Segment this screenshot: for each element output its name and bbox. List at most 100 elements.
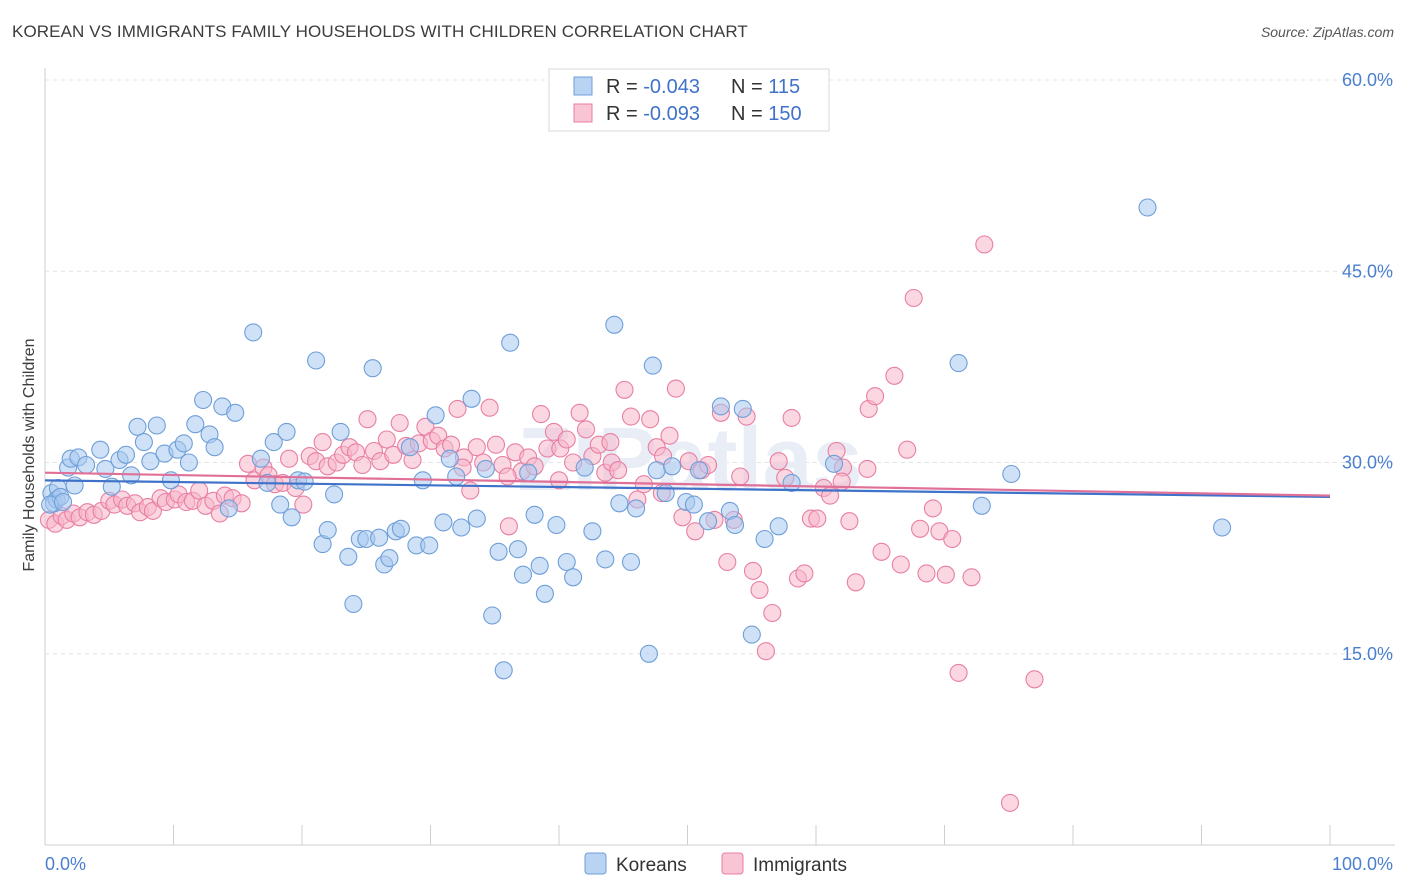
data-point-immigrants[interactable] — [743, 561, 763, 580]
data-point-koreans[interactable] — [318, 521, 337, 540]
data-point-immigrants[interactable] — [461, 481, 480, 500]
data-point-immigrants[interactable] — [975, 235, 994, 254]
data-point-koreans[interactable] — [205, 438, 224, 457]
data-point-koreans[interactable] — [949, 354, 968, 373]
data-point-koreans[interactable] — [65, 476, 84, 495]
data-point-immigrants[interactable] — [782, 408, 801, 427]
data-point-koreans[interactable] — [627, 499, 646, 518]
data-point-immigrants[interactable] — [390, 413, 409, 433]
data-point-koreans[interactable] — [277, 422, 296, 441]
data-point-immigrants[interactable] — [936, 565, 955, 584]
data-point-koreans[interactable] — [194, 390, 213, 410]
data-point-koreans[interactable] — [440, 449, 459, 468]
data-point-immigrants[interactable] — [898, 440, 917, 459]
data-point-koreans[interactable] — [575, 458, 594, 477]
data-point-koreans[interactable] — [711, 397, 730, 416]
data-point-koreans[interactable] — [684, 495, 703, 514]
data-point-koreans[interactable] — [339, 547, 358, 566]
data-point-koreans[interactable] — [179, 453, 198, 472]
data-point-koreans[interactable] — [147, 416, 166, 435]
data-point-immigrants[interactable] — [1025, 670, 1044, 689]
data-point-immigrants[interactable] — [904, 288, 923, 308]
data-point-koreans[interactable] — [610, 494, 629, 513]
data-point-immigrants[interactable] — [570, 403, 589, 422]
data-point-immigrants[interactable] — [840, 512, 859, 531]
data-point-koreans[interactable] — [596, 550, 615, 569]
data-point-immigrants[interactable] — [923, 499, 942, 518]
data-point-koreans[interactable] — [244, 323, 263, 342]
data-point-koreans[interactable] — [647, 461, 666, 480]
data-point-koreans[interactable] — [467, 509, 486, 528]
data-point-koreans[interactable] — [462, 389, 481, 408]
data-point-immigrants[interactable] — [911, 519, 930, 538]
data-point-koreans[interactable] — [447, 467, 466, 486]
data-point-immigrants[interactable] — [313, 433, 332, 452]
data-point-immigrants[interactable] — [531, 405, 551, 424]
data-point-immigrants[interactable] — [280, 449, 299, 468]
data-point-koreans[interactable] — [370, 528, 389, 547]
data-point-immigrants[interactable] — [557, 430, 576, 449]
data-point-koreans[interactable] — [972, 496, 991, 515]
data-point-koreans[interactable] — [530, 556, 549, 575]
data-point-immigrants[interactable] — [480, 398, 499, 417]
data-point-koreans[interactable] — [547, 515, 566, 535]
data-point-immigrants[interactable] — [353, 455, 372, 475]
data-point-koreans[interactable] — [77, 455, 96, 475]
data-point-koreans[interactable] — [251, 449, 270, 468]
data-point-koreans[interactable] — [1138, 198, 1157, 217]
data-point-immigrants[interactable] — [486, 435, 506, 454]
data-point-immigrants[interactable] — [891, 555, 910, 574]
data-point-koreans[interactable] — [282, 508, 301, 527]
data-point-koreans[interactable] — [483, 606, 502, 625]
data-point-koreans[interactable] — [53, 492, 73, 512]
data-point-immigrants[interactable] — [763, 603, 782, 623]
data-point-immigrants[interactable] — [294, 495, 313, 514]
data-point-koreans[interactable] — [643, 356, 662, 375]
data-point-koreans[interactable] — [725, 515, 745, 535]
data-point-koreans[interactable] — [755, 529, 774, 549]
data-point-koreans[interactable] — [476, 459, 495, 478]
data-point-koreans[interactable] — [380, 549, 399, 568]
data-point-immigrants[interactable] — [384, 445, 403, 464]
data-point-koreans[interactable] — [1002, 464, 1021, 484]
data-point-koreans[interactable] — [174, 434, 193, 453]
data-point-immigrants[interactable] — [686, 522, 705, 541]
data-point-koreans[interactable] — [501, 333, 520, 352]
data-point-koreans[interactable] — [271, 495, 290, 514]
data-point-koreans[interactable] — [264, 433, 283, 452]
data-point-immigrants[interactable] — [962, 568, 981, 587]
data-point-koreans[interactable] — [325, 485, 344, 504]
data-point-koreans[interactable] — [363, 359, 382, 378]
data-point-immigrants[interactable] — [943, 529, 962, 549]
data-point-koreans[interactable] — [663, 457, 682, 476]
data-point-koreans[interactable] — [557, 552, 576, 572]
data-point-immigrants[interactable] — [885, 366, 904, 385]
data-point-immigrants[interactable] — [1000, 793, 1020, 812]
data-point-koreans[interactable] — [91, 440, 110, 459]
data-point-koreans[interactable] — [226, 403, 245, 422]
data-point-koreans[interactable] — [141, 452, 160, 471]
data-point-immigrants[interactable] — [917, 564, 936, 583]
data-point-koreans[interactable] — [452, 518, 471, 537]
data-point-immigrants[interactable] — [666, 379, 685, 398]
data-point-immigrants[interactable] — [448, 399, 467, 418]
data-point-koreans[interactable] — [513, 565, 533, 584]
data-point-immigrants[interactable] — [549, 471, 569, 490]
data-point-immigrants[interactable] — [609, 461, 628, 480]
data-point-immigrants[interactable] — [499, 517, 518, 536]
data-point-koreans[interactable] — [535, 584, 554, 603]
data-point-immigrants[interactable] — [769, 452, 788, 471]
data-point-koreans[interactable] — [824, 454, 844, 473]
data-point-koreans[interactable] — [219, 499, 238, 518]
data-point-koreans[interactable] — [307, 351, 326, 370]
data-point-immigrants[interactable] — [377, 430, 396, 449]
data-point-koreans[interactable] — [508, 540, 527, 559]
data-point-koreans[interactable] — [733, 399, 752, 418]
data-point-koreans[interactable] — [699, 512, 718, 531]
data-point-koreans[interactable] — [295, 472, 314, 491]
data-point-koreans[interactable] — [186, 415, 205, 434]
data-point-koreans[interactable] — [134, 433, 153, 452]
data-point-immigrants[interactable] — [731, 467, 750, 486]
data-point-immigrants[interactable] — [846, 573, 865, 592]
data-point-immigrants[interactable] — [858, 459, 877, 478]
